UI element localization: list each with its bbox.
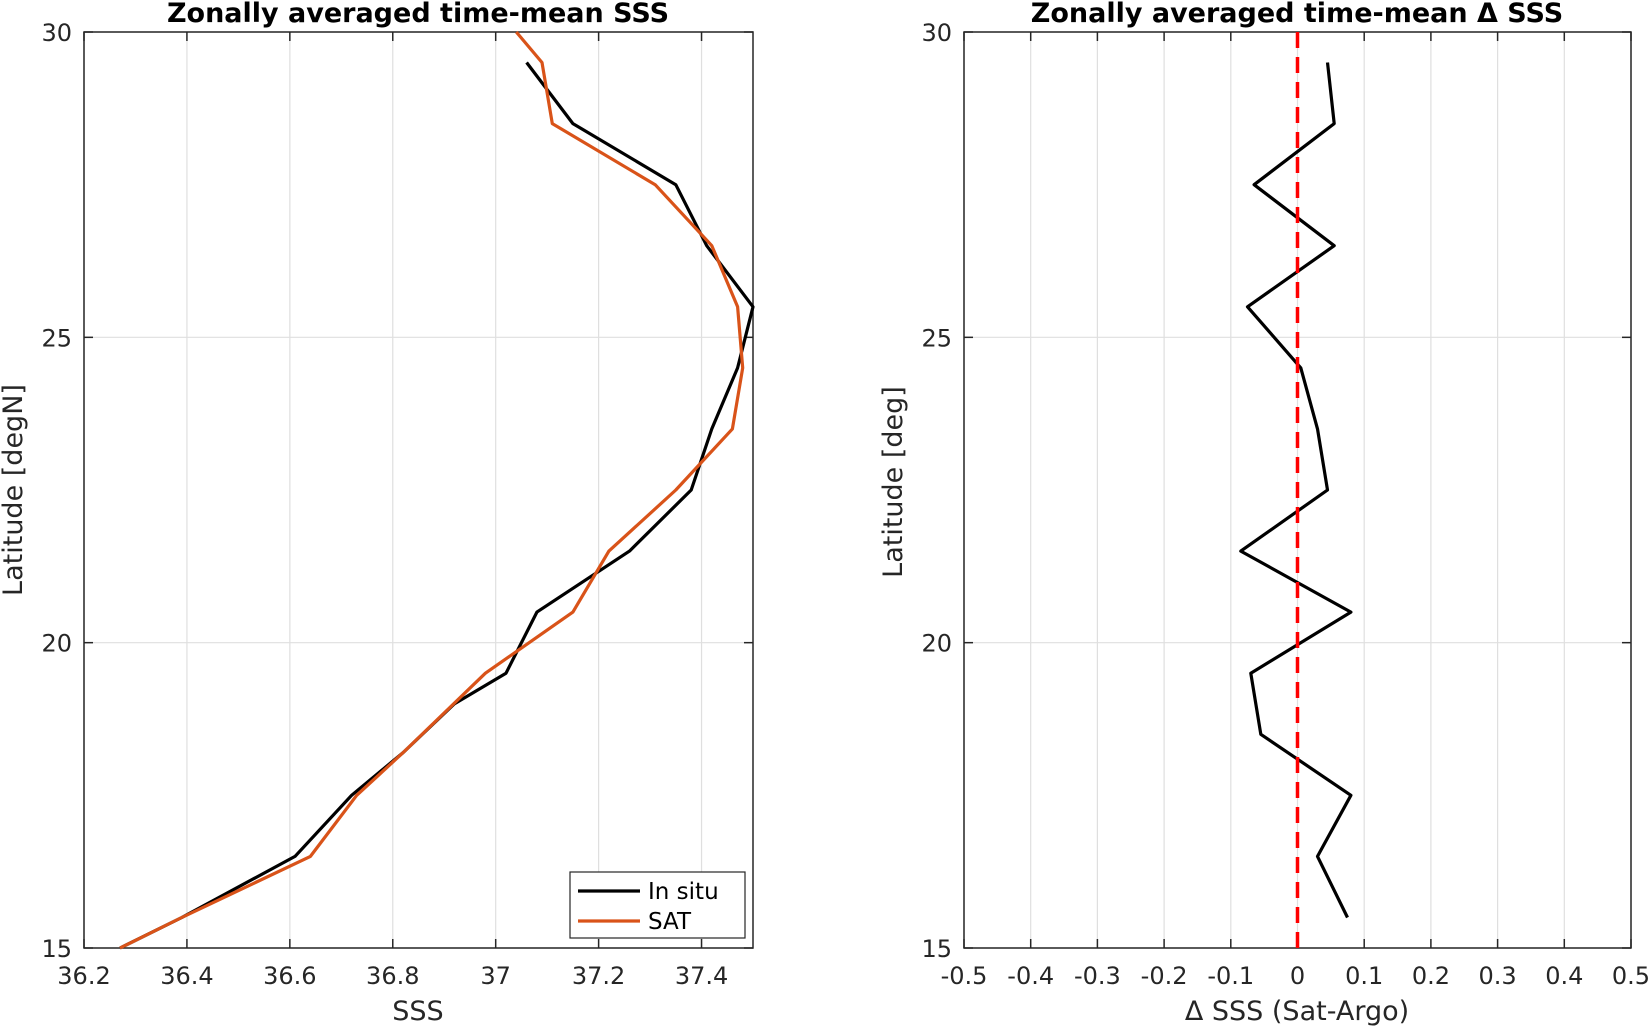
chart-left-series-0-line xyxy=(119,61,755,950)
chart-left-xtick-label-5: 37.2 xyxy=(572,962,625,990)
chart-right-xlabel: Δ SSS (Sat-Argo) xyxy=(1185,996,1409,1027)
chart-right-xtick-label-7: 0.2 xyxy=(1412,962,1450,990)
chart-right-xtick-label-3: -0.2 xyxy=(1141,962,1188,990)
chart-left-ytick-label-3: 30 xyxy=(41,19,72,47)
chart-left-ytick-label-1: 20 xyxy=(41,630,72,658)
chart-right-xtick-label-6: 0.1 xyxy=(1345,962,1383,990)
chart-left-xtick-label-4: 37 xyxy=(480,962,511,990)
chart-right-xtick-label-4: -0.1 xyxy=(1207,962,1254,990)
chart-right-xtick-label-8: 0.3 xyxy=(1479,962,1517,990)
chart-right-xtick-label-10: 0.5 xyxy=(1612,962,1650,990)
chart-right-xtick-label-5: 0 xyxy=(1290,962,1305,990)
chart-left-ylabel: Latitude [degN] xyxy=(0,384,29,596)
chart-right-xtick-label-2: -0.3 xyxy=(1074,962,1121,990)
chart-right-series-0-line xyxy=(1239,62,1353,919)
chart-left-xlabel: SSS xyxy=(392,996,443,1027)
chart-left-legend-label-1: SAT xyxy=(648,909,692,935)
chart-left-legend-label-0: In situ xyxy=(648,879,719,905)
chart-left: 36.2 36.4 36.6 36.8 37 37.2 37.4 15 20 25 30 In sit… xyxy=(0,0,755,1027)
chart-left-xtick-label-6: 37.4 xyxy=(675,962,728,990)
chart-right-ytick-label-3: 30 xyxy=(921,19,952,47)
chart-left-series-1-line xyxy=(119,30,745,950)
chart-left-title: Zonally averaged time-mean SSS xyxy=(167,0,669,29)
chart-left-xtick-label-2: 36.6 xyxy=(263,962,316,990)
chart-left-legend-box xyxy=(569,871,746,939)
chart-right-xtick-label-0: -0.5 xyxy=(941,962,988,990)
chart-left-xtick-label-0: 36.2 xyxy=(57,962,110,990)
chart-left-xtick-label-3: 36.8 xyxy=(366,962,419,990)
chart-right-xtick-label-9: 0.4 xyxy=(1545,962,1583,990)
chart-left-xtick-label-1: 36.4 xyxy=(160,962,213,990)
chart-right-ytick-label-2: 25 xyxy=(921,324,952,352)
chart-right-xtick-label-1: -0.4 xyxy=(1007,962,1054,990)
chart-left-axes-box xyxy=(83,31,754,949)
chart-right-ytick-label-0: 15 xyxy=(921,935,952,963)
chart-right-ylabel: Latitude [deg] xyxy=(878,386,909,578)
chart-right: -0.5 -0.4 -0.3 -0.2 -0.1 0 0.1 0.2 0.3 0.4 0.5 15 20… xyxy=(878,0,1650,1027)
chart-right-ytick-label-1: 20 xyxy=(921,630,952,658)
chart-left-legend: In situ SAT xyxy=(569,871,746,939)
chart-left-plot-area xyxy=(84,32,753,948)
chart-right-title: Zonally averaged time-mean Δ SSS xyxy=(1031,0,1563,29)
chart-left-ytick-label-2: 25 xyxy=(41,324,72,352)
chart-left-ytick-label-0: 15 xyxy=(41,935,72,963)
